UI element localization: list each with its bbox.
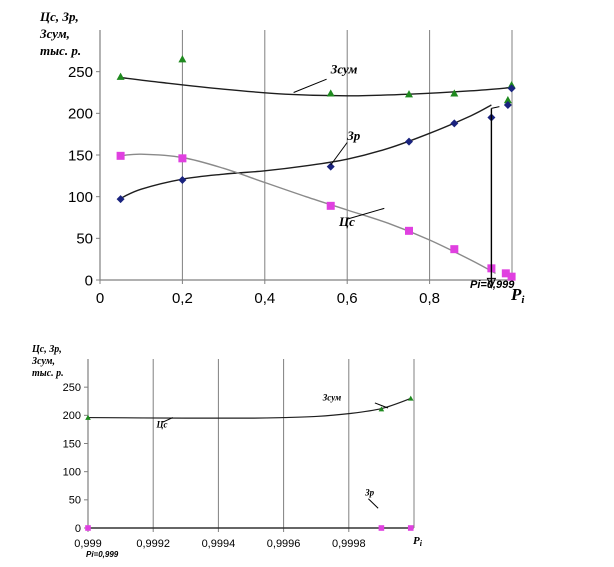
data-point bbox=[178, 154, 187, 163]
x-tick-label: 0,8 bbox=[419, 290, 440, 307]
data-point bbox=[503, 101, 512, 109]
annotation-line bbox=[368, 498, 379, 509]
y-axis-top: 0 50 100 150 200 250 bbox=[68, 30, 101, 289]
data-point bbox=[407, 525, 414, 531]
data-point bbox=[450, 245, 459, 254]
x-tick-label: 0,9992 bbox=[136, 538, 170, 550]
pi-label: Pi=0,999 bbox=[470, 279, 515, 291]
data-point bbox=[116, 195, 125, 204]
data-point bbox=[178, 176, 187, 184]
data-point bbox=[326, 89, 335, 97]
y-tick-label: 100 bbox=[68, 189, 93, 206]
trend-lines-bottom bbox=[87, 397, 411, 529]
data-points-top bbox=[116, 55, 516, 281]
y-axis-bottom: 0 50 100 150 200 250 bbox=[63, 359, 89, 535]
y-axis-label-line2-bottom: Зсум, bbox=[31, 356, 55, 367]
annotation-label-ts-bottom: Цс bbox=[155, 420, 167, 430]
data-point bbox=[507, 272, 516, 281]
x-tick-label: 0,6 bbox=[337, 290, 358, 307]
x-axis-label-sub: i bbox=[521, 294, 525, 306]
annotation-label-zr: Зр bbox=[346, 128, 361, 143]
data-point bbox=[507, 84, 516, 93]
data-points-bottom bbox=[85, 395, 414, 531]
annotation-line bbox=[330, 142, 348, 166]
y-tick-label: 250 bbox=[63, 382, 81, 394]
data-point bbox=[178, 55, 187, 63]
y-tick-label: 50 bbox=[76, 231, 93, 248]
data-point bbox=[450, 89, 459, 97]
x-tick-label: 0,9998 bbox=[332, 538, 366, 550]
y-tick-label: 100 bbox=[63, 467, 81, 479]
trend-line-3 bbox=[120, 153, 496, 274]
annotation-label-zsum-bottom: Зсум bbox=[322, 393, 341, 403]
grid-lines-top bbox=[181, 30, 513, 280]
x-axis-bottom: 0,999 0,9992 0,9994 0,9996 0,9998 bbox=[74, 527, 414, 550]
data-point bbox=[378, 406, 385, 412]
pi-label-bottom: Pi=0,999 bbox=[86, 550, 119, 559]
data-point bbox=[85, 525, 91, 531]
x-tick-label: 0 bbox=[96, 290, 104, 307]
trend-lines-top bbox=[120, 76, 513, 274]
data-point bbox=[450, 119, 459, 128]
data-point bbox=[503, 96, 512, 104]
grid-lines-bottom bbox=[152, 359, 415, 528]
data-point bbox=[326, 201, 335, 210]
x-tick-label: 0,999 bbox=[74, 538, 102, 550]
pi-arrow-head bbox=[486, 277, 497, 289]
y-tick-label: 200 bbox=[63, 410, 81, 422]
x-axis-top: 0 0,2 0,4 0,6 0,8 bbox=[96, 279, 512, 307]
x-tick-label: 0,4 bbox=[254, 290, 275, 307]
y-tick-label: 200 bbox=[68, 106, 93, 123]
x-tick-label: 0,9996 bbox=[267, 538, 301, 550]
annotation-label-zr-bottom: Зр bbox=[364, 487, 375, 497]
pi-arrow-tail bbox=[491, 106, 500, 109]
y-axis-label-line1-bottom: Цс, Зр, bbox=[31, 344, 62, 355]
y-tick-label: 150 bbox=[68, 147, 93, 164]
y-tick-label: 150 bbox=[63, 438, 81, 450]
x-axis-label: Pi bbox=[510, 285, 525, 306]
chart-top: 0 50 100 150 200 250 0 0,2 0,4 0,6 0,8 Зсум Зр Цс Pi… bbox=[39, 9, 525, 307]
annotations-top: Зсум Зр Цс Pi=0,999 bbox=[293, 61, 515, 291]
annotation-line bbox=[374, 402, 389, 409]
data-point bbox=[405, 226, 413, 235]
trend-line-1 bbox=[87, 397, 411, 419]
y-axis-label-line1: Цс, Зр, bbox=[39, 9, 79, 24]
trend-line-1 bbox=[120, 76, 513, 97]
data-point bbox=[85, 414, 91, 420]
data-point bbox=[116, 72, 125, 80]
data-point bbox=[405, 90, 413, 98]
data-point bbox=[378, 525, 385, 531]
y-tick-label: 50 bbox=[69, 495, 81, 507]
x-tick-label: 0,2 bbox=[172, 290, 193, 307]
y-axis-label-line3: тыс. р. bbox=[40, 43, 81, 58]
y-axis-label-line3-bottom: тыс. р. bbox=[32, 368, 64, 379]
data-point bbox=[116, 151, 125, 160]
annotation-label-zsum: Зсум bbox=[330, 61, 358, 76]
y-axis-label-line2: Зсум, bbox=[39, 26, 70, 41]
annotation-line bbox=[162, 417, 173, 423]
annotation-label-ts: Цс bbox=[338, 214, 355, 229]
y-tick-label: 0 bbox=[85, 272, 93, 289]
data-point bbox=[405, 137, 413, 146]
x-axis-label-sub-bottom: i bbox=[420, 539, 423, 548]
annotations-bottom: Зсум Цс Зр Pi=0,999 bbox=[86, 393, 389, 559]
trend-line-2 bbox=[120, 104, 492, 199]
data-point bbox=[326, 162, 335, 171]
annotation-line bbox=[293, 78, 327, 93]
x-tick-label: 0,9994 bbox=[202, 538, 236, 550]
data-point bbox=[501, 269, 510, 278]
x-axis-label-bottom: Pi bbox=[413, 535, 423, 548]
annotation-line bbox=[347, 207, 385, 220]
y-tick-label: 0 bbox=[75, 523, 81, 535]
y-tick-label: 250 bbox=[68, 64, 93, 81]
data-point bbox=[407, 395, 414, 401]
